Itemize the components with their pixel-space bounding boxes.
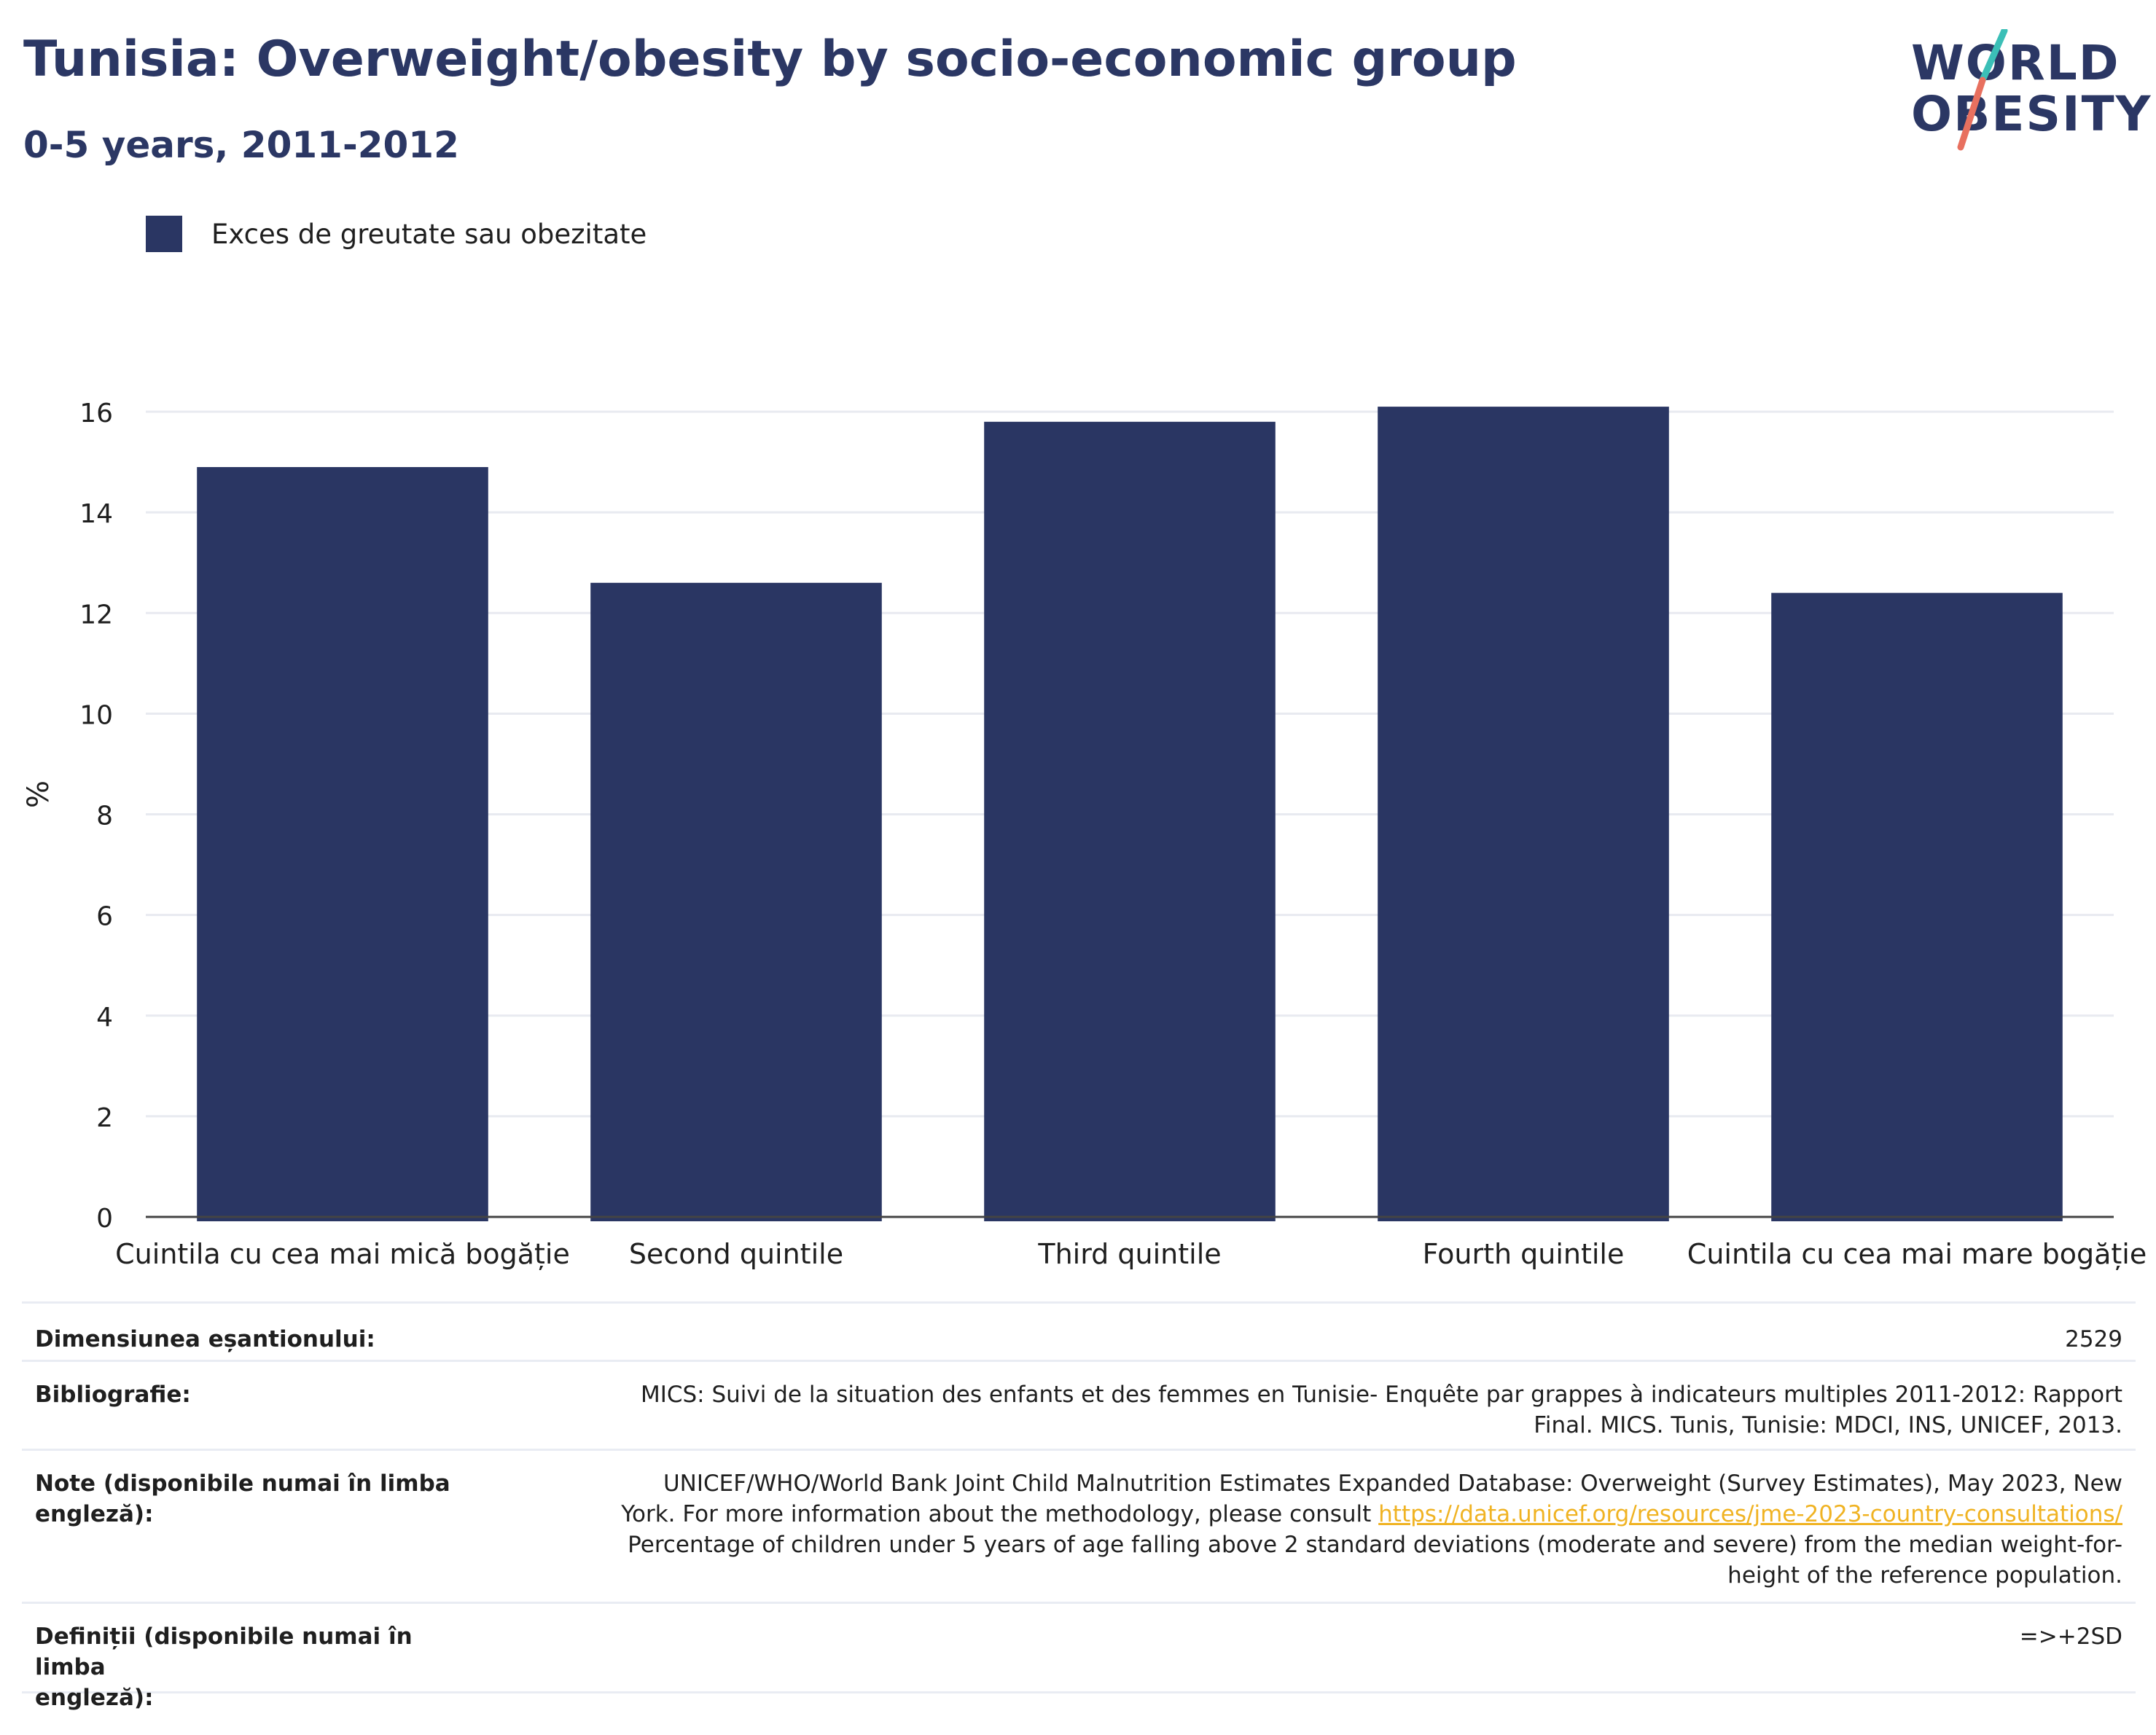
bar [1771,592,2063,1221]
y-tick-label: 16 [79,399,113,428]
y-tick-label: 8 [96,802,113,831]
bibliography-line-2: Final. MICS. Tunis, Tunisie: MDCI, INS, … [1534,1412,2122,1438]
info-row-sample-size: Dimensiunea eșantionului: 2529 [22,1301,2136,1360]
definitions-label-line-1: Definiții (disponibile numai în limba [35,1624,413,1680]
sample-size-value: 2529 [2065,1326,2122,1352]
y-tick-label: 10 [79,700,113,730]
y-tick-label: 0 [96,1204,113,1234]
x-tick-label: Fourth quintile [1423,1238,1625,1270]
methodology-link[interactable]: https://data.unicef.org/resources/jme-20… [1378,1501,2122,1527]
y-axis-title: % [22,780,55,809]
world-obesity-logo[interactable]: WORLD OBESITY [1895,29,2150,160]
y-tick-label: 2 [96,1103,113,1133]
legend-label: Exces de greutate sau obezitate [211,218,647,250]
bar-chart: 0 2 4 6 8 10 12 14 16 Cuintila cu cea mai mică bo… [79,399,2147,1270]
bar [590,582,882,1221]
logo-text-world: WORLD [1911,35,2120,91]
logo-slash-icon [1957,29,2008,151]
y-tick-label: 12 [79,600,113,630]
legend-swatch [146,216,182,252]
bar [984,421,1276,1221]
sample-size-label: Dimensiunea eșantionului: [35,1326,375,1352]
y-tick-label: 14 [79,499,113,529]
x-tick-label: Cuintila cu cea mai mică bogăție [115,1238,570,1270]
info-table: Dimensiunea eșantionului: 2529 Bibliogra… [22,1301,2136,1711]
x-tick-label: Second quintile [629,1238,843,1270]
bibliography-label: Bibliografie: [35,1382,191,1408]
notes-value: UNICEF/WHO/World Bank Joint Child Malnut… [621,1468,2122,1602]
definitions-label: Definiții (disponibile numai în limba en… [35,1621,487,1711]
logo-text-obesity: OBESITY [1911,86,2152,142]
info-row-definitions: Definiții (disponibile numai în limba en… [22,1602,2136,1711]
chart-legend[interactable]: Exces de greutate sau obezitate [146,216,647,252]
notes-line-2-text: York. For more information about the met… [621,1501,1372,1527]
info-row-bibliography: Bibliografie: MICS: Suivi de la situatio… [22,1360,2136,1449]
x-tick-label: Cuintila cu cea mai mare bogăție [1687,1238,2147,1270]
bibliography-value: MICS: Suivi de la situation des enfants … [641,1379,2122,1449]
y-tick-label: 6 [96,902,113,932]
bar [1378,407,1669,1221]
notes-line-4: height of the reference population. [1727,1562,2122,1589]
bar [197,466,488,1221]
notes-line-3: Percentage of children under 5 years of … [628,1532,2122,1558]
chart-subtitle: 0-5 years, 2011-2012 [23,124,459,166]
y-tick-label: 4 [96,1003,113,1033]
definitions-label-line-2: engleză): [35,1685,154,1711]
chart-title: Tunisia: Overweight/obesity by socio-eco… [23,31,1517,88]
notes-line-2: York. For more information about the met… [621,1499,2122,1530]
notes-label: Note (disponibile numai în limba engleză… [35,1470,450,1527]
x-tick-label: Third quintile [1037,1238,1221,1270]
definitions-value: =>+2SD [2019,1624,2122,1650]
bibliography-line-1: MICS: Suivi de la situation des enfants … [640,1382,2122,1408]
info-row-notes: Note (disponibile numai în limba engleză… [22,1449,2136,1602]
notes-line-1: UNICEF/WHO/World Bank Joint Child Malnut… [663,1470,2122,1497]
